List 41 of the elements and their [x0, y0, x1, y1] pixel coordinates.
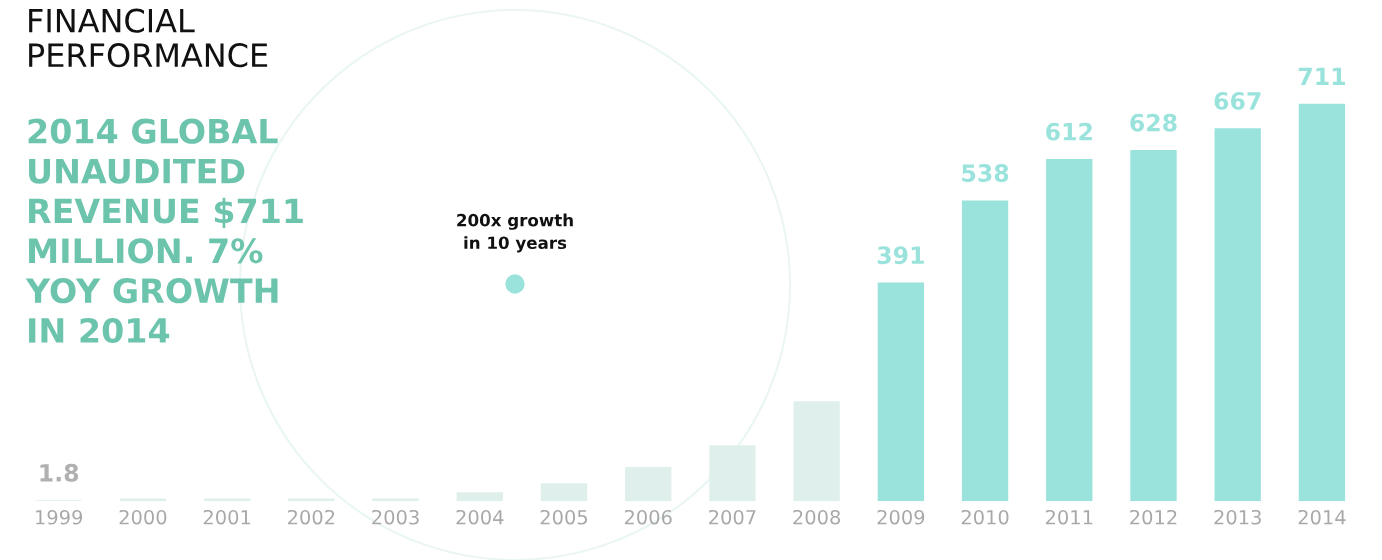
text: 2014 GLOBAL UNAUDITED REVENUE $711 MILLION. 7% YOY GROWTH IN 2014 [25, 118, 303, 344]
x-tick-label: 2001 [203, 509, 251, 525]
data-label: 538 [962, 164, 1009, 182]
bar [288, 498, 335, 502]
x-tick-label: 2003 [372, 509, 419, 525]
x-tick-label: 2000 [119, 509, 167, 525]
bar [877, 282, 925, 502]
bar [1214, 128, 1261, 502]
data-label: 1.8 [40, 463, 79, 482]
bar [1298, 103, 1346, 502]
bar [1130, 150, 1177, 502]
x-tick-label: 2005 [540, 509, 588, 525]
bar [203, 498, 251, 502]
chart-title: FINANCIAL PERFORMANCE [29, 8, 268, 68]
x-tick-label: 2009 [877, 509, 925, 525]
x-tick-label: 1999 [36, 509, 83, 525]
x-tick-label: 2013 [1214, 509, 1261, 525]
x-tick-label: 2011 [1045, 509, 1093, 525]
bar [540, 483, 588, 502]
data-label: 711 [1298, 67, 1345, 85]
x-tick-label: 2010 [961, 509, 1009, 525]
bar [456, 492, 503, 502]
x-tick-label: 2002 [288, 509, 335, 525]
x-tick-label: 2012 [1130, 509, 1177, 525]
bar [709, 445, 756, 502]
bar [793, 401, 840, 502]
annotation: 200x growth in 10 years [457, 213, 573, 253]
bar [625, 467, 672, 502]
data-label: 628 [1130, 113, 1177, 132]
x-tick-label: 2004 [456, 509, 504, 525]
x-tick-label: 2014 [1298, 509, 1346, 525]
data-label: 667 [1214, 92, 1261, 110]
bar [119, 498, 167, 502]
bar [961, 200, 1009, 502]
bar [372, 498, 419, 502]
data-label: 391 [877, 246, 924, 265]
x-tick-label: 2008 [793, 509, 841, 525]
bar [1046, 159, 1093, 502]
x-tick-label: 2006 [624, 509, 672, 525]
x-tick-label: 2007 [709, 509, 756, 525]
data-label: 612 [1046, 122, 1092, 141]
